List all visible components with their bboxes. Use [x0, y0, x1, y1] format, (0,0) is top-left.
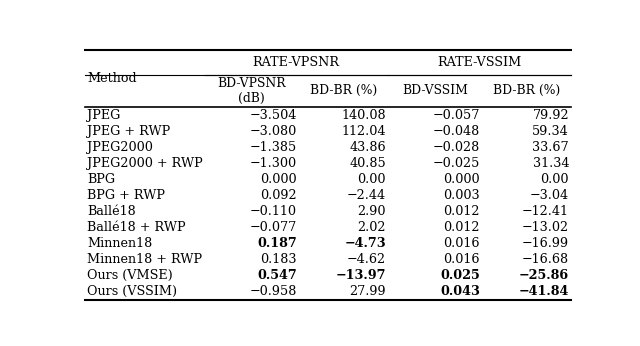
Text: −1.300: −1.300: [250, 157, 297, 170]
Text: 31.34: 31.34: [532, 157, 569, 170]
Text: 59.34: 59.34: [532, 125, 569, 138]
Text: 0.016: 0.016: [444, 237, 480, 250]
Text: JPEG2000 + RWP: JPEG2000 + RWP: [88, 157, 203, 170]
Text: RATE-VPSNR: RATE-VPSNR: [253, 56, 340, 69]
Text: 0.00: 0.00: [357, 173, 386, 186]
Text: RATE-VSSIM: RATE-VSSIM: [437, 56, 522, 69]
Text: −3.504: −3.504: [250, 109, 297, 122]
Text: 2.02: 2.02: [357, 221, 386, 234]
Text: Ours (VSSIM): Ours (VSSIM): [88, 285, 177, 298]
Text: 0.016: 0.016: [444, 253, 480, 266]
Text: −3.04: −3.04: [530, 189, 569, 202]
Text: BPG: BPG: [88, 173, 116, 186]
Text: 0.092: 0.092: [260, 189, 297, 202]
Text: −0.057: −0.057: [433, 109, 480, 122]
Text: 33.67: 33.67: [532, 141, 569, 154]
Text: Ours (VMSE): Ours (VMSE): [88, 269, 173, 282]
Text: −2.44: −2.44: [347, 189, 386, 202]
Text: BD-BR (%): BD-BR (%): [493, 84, 560, 97]
Text: −13.02: −13.02: [522, 221, 569, 234]
Text: 0.012: 0.012: [444, 221, 480, 234]
Text: −41.84: −41.84: [518, 285, 569, 298]
Text: −3.080: −3.080: [250, 125, 297, 138]
Text: 0.003: 0.003: [444, 189, 480, 202]
Text: 43.86: 43.86: [349, 141, 386, 154]
Text: 40.85: 40.85: [349, 157, 386, 170]
Text: BD-VPSNR
(dB): BD-VPSNR (dB): [218, 77, 286, 105]
Text: 0.000: 0.000: [260, 173, 297, 186]
Text: JPEG: JPEG: [88, 109, 121, 122]
Text: 112.04: 112.04: [341, 125, 386, 138]
Text: 2.90: 2.90: [357, 205, 386, 218]
Text: 140.08: 140.08: [341, 109, 386, 122]
Text: JPEG2000: JPEG2000: [88, 141, 154, 154]
Text: Minnen18 + RWP: Minnen18 + RWP: [88, 253, 203, 266]
Text: −0.110: −0.110: [250, 205, 297, 218]
Text: −0.028: −0.028: [433, 141, 480, 154]
Text: −0.958: −0.958: [250, 285, 297, 298]
Text: −16.99: −16.99: [522, 237, 569, 250]
Text: JPEG + RWP: JPEG + RWP: [88, 125, 171, 138]
Text: 0.043: 0.043: [440, 285, 480, 298]
Text: 0.025: 0.025: [440, 269, 480, 282]
Text: −25.86: −25.86: [519, 269, 569, 282]
Text: Ballé18 + RWP: Ballé18 + RWP: [88, 221, 186, 234]
Text: −4.73: −4.73: [344, 237, 386, 250]
Text: −13.97: −13.97: [335, 269, 386, 282]
Text: BPG + RWP: BPG + RWP: [88, 189, 165, 202]
Text: −12.41: −12.41: [522, 205, 569, 218]
Text: 0.187: 0.187: [257, 237, 297, 250]
Text: Minnen18: Minnen18: [88, 237, 153, 250]
Text: Ballé18: Ballé18: [88, 205, 136, 218]
Text: −4.62: −4.62: [347, 253, 386, 266]
Text: −0.048: −0.048: [433, 125, 480, 138]
Text: 0.00: 0.00: [541, 173, 569, 186]
Text: 0.183: 0.183: [260, 253, 297, 266]
Text: −1.385: −1.385: [250, 141, 297, 154]
Text: −0.077: −0.077: [250, 221, 297, 234]
Text: 0.000: 0.000: [444, 173, 480, 186]
Text: 0.547: 0.547: [257, 269, 297, 282]
Text: −16.68: −16.68: [522, 253, 569, 266]
Text: Method: Method: [88, 72, 137, 85]
Text: 0.012: 0.012: [444, 205, 480, 218]
Text: 79.92: 79.92: [532, 109, 569, 122]
Text: −0.025: −0.025: [433, 157, 480, 170]
Text: BD-BR (%): BD-BR (%): [310, 84, 377, 97]
Text: 27.99: 27.99: [349, 285, 386, 298]
Text: BD-VSSIM: BD-VSSIM: [402, 84, 468, 97]
